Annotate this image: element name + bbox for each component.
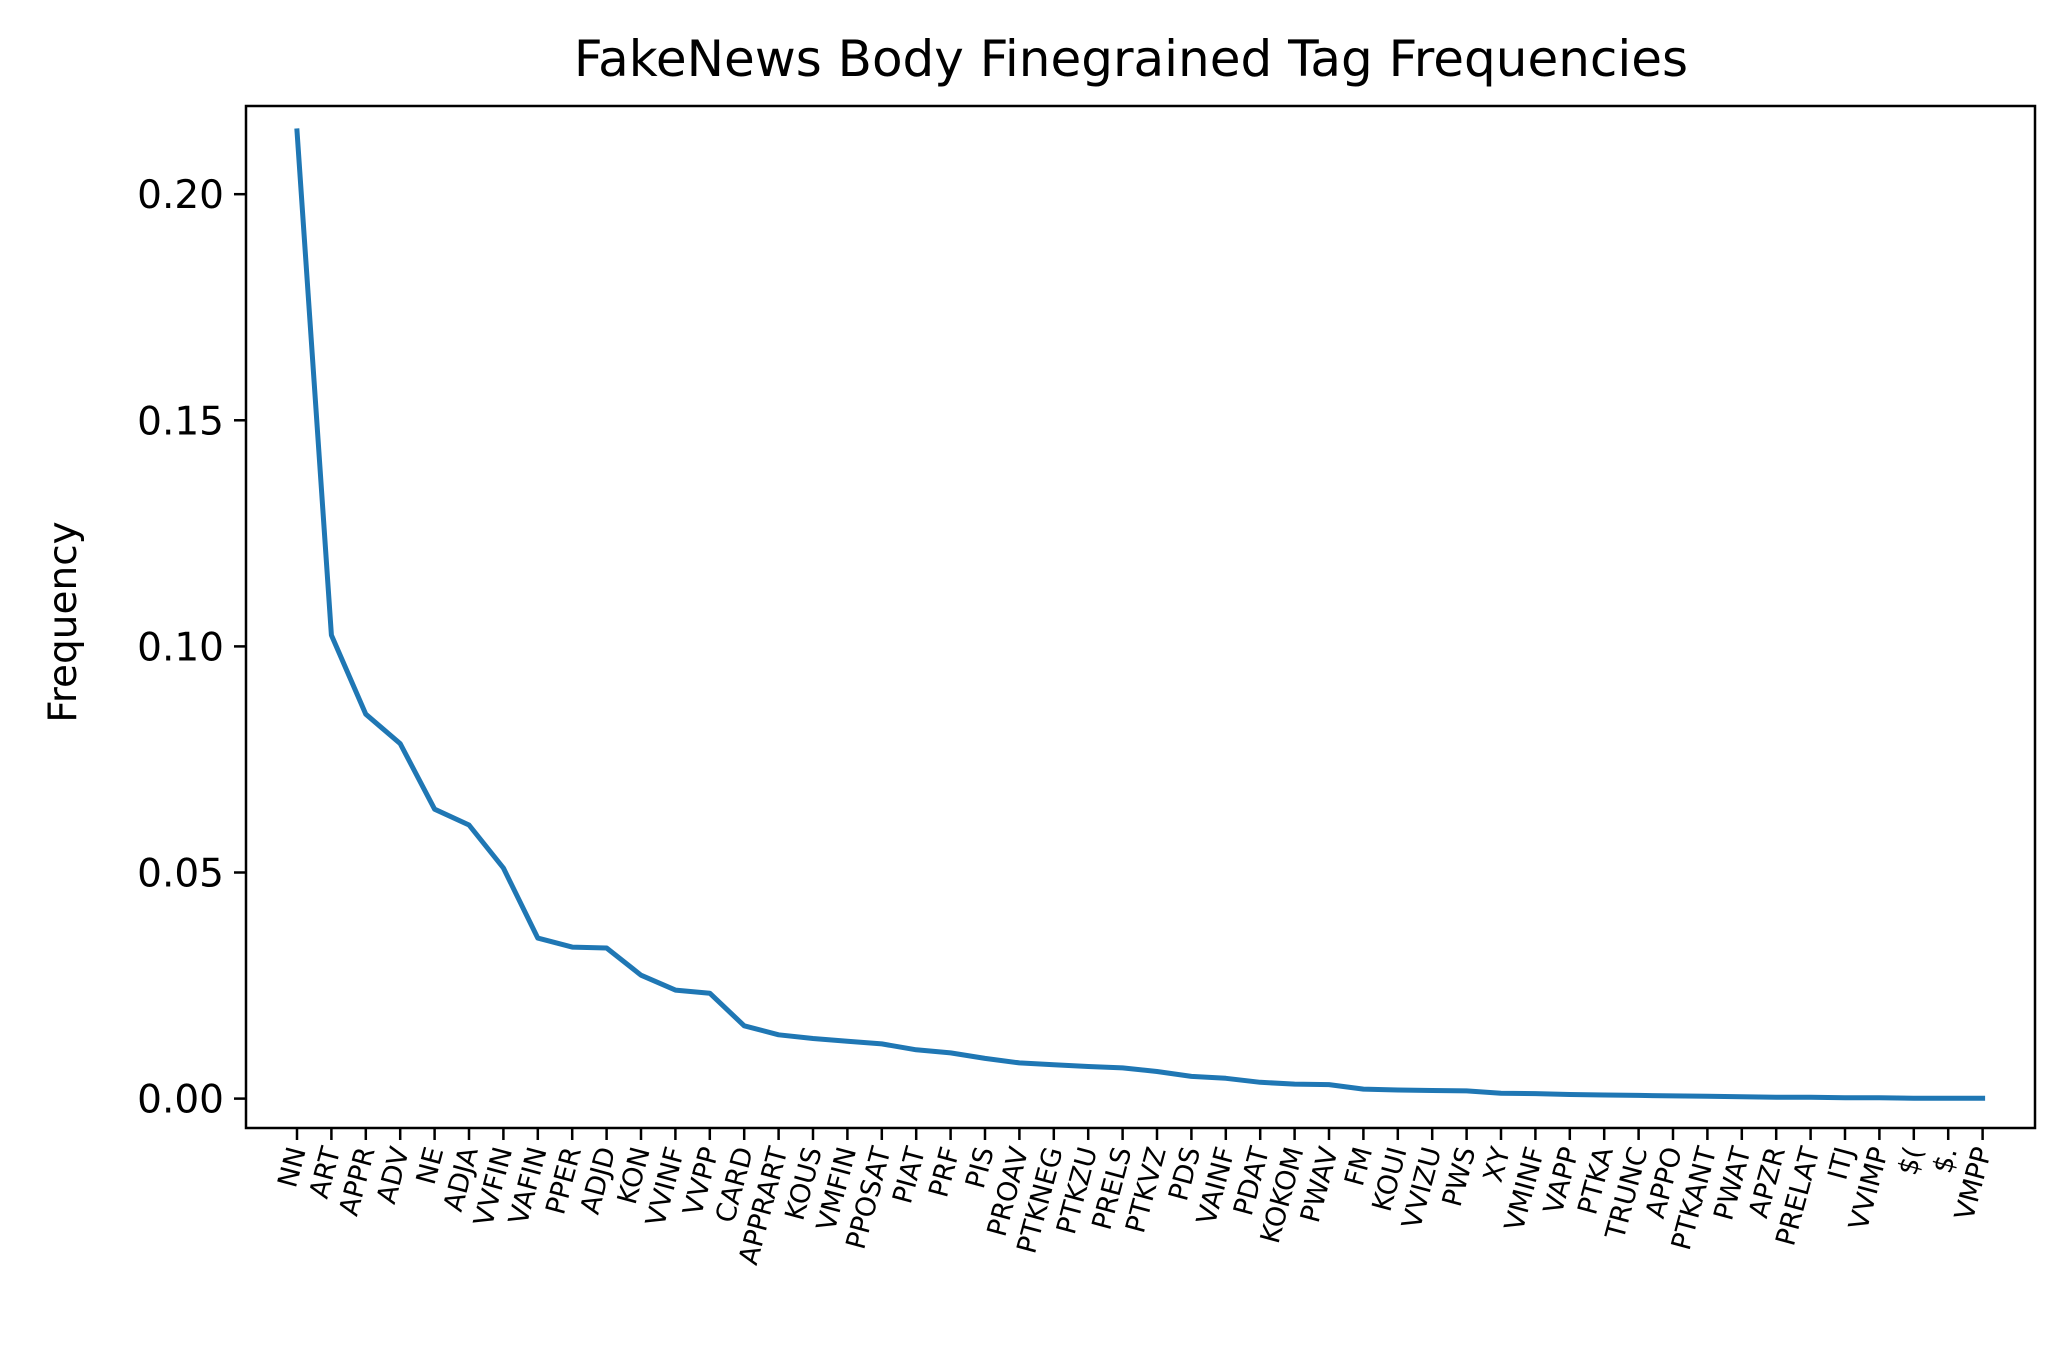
series-line: [294, 128, 1986, 1101]
y-axis-label: Frequency: [41, 521, 86, 722]
y-tick-label: 0.05: [137, 852, 224, 897]
y-tick-label: 0.00: [137, 1078, 224, 1123]
y-axis-ticks: 0.00 0.05 0.10 0.15 0.20: [137, 173, 246, 1123]
y-tick-label: 0.20: [137, 173, 224, 218]
plot-frame: [244, 104, 2037, 1130]
y-tick-label: 0.15: [137, 399, 224, 444]
y-tick-label: 0.10: [137, 625, 224, 670]
chart-title: FakeNews Body Finegrained Tag Frequencie…: [574, 30, 1688, 88]
